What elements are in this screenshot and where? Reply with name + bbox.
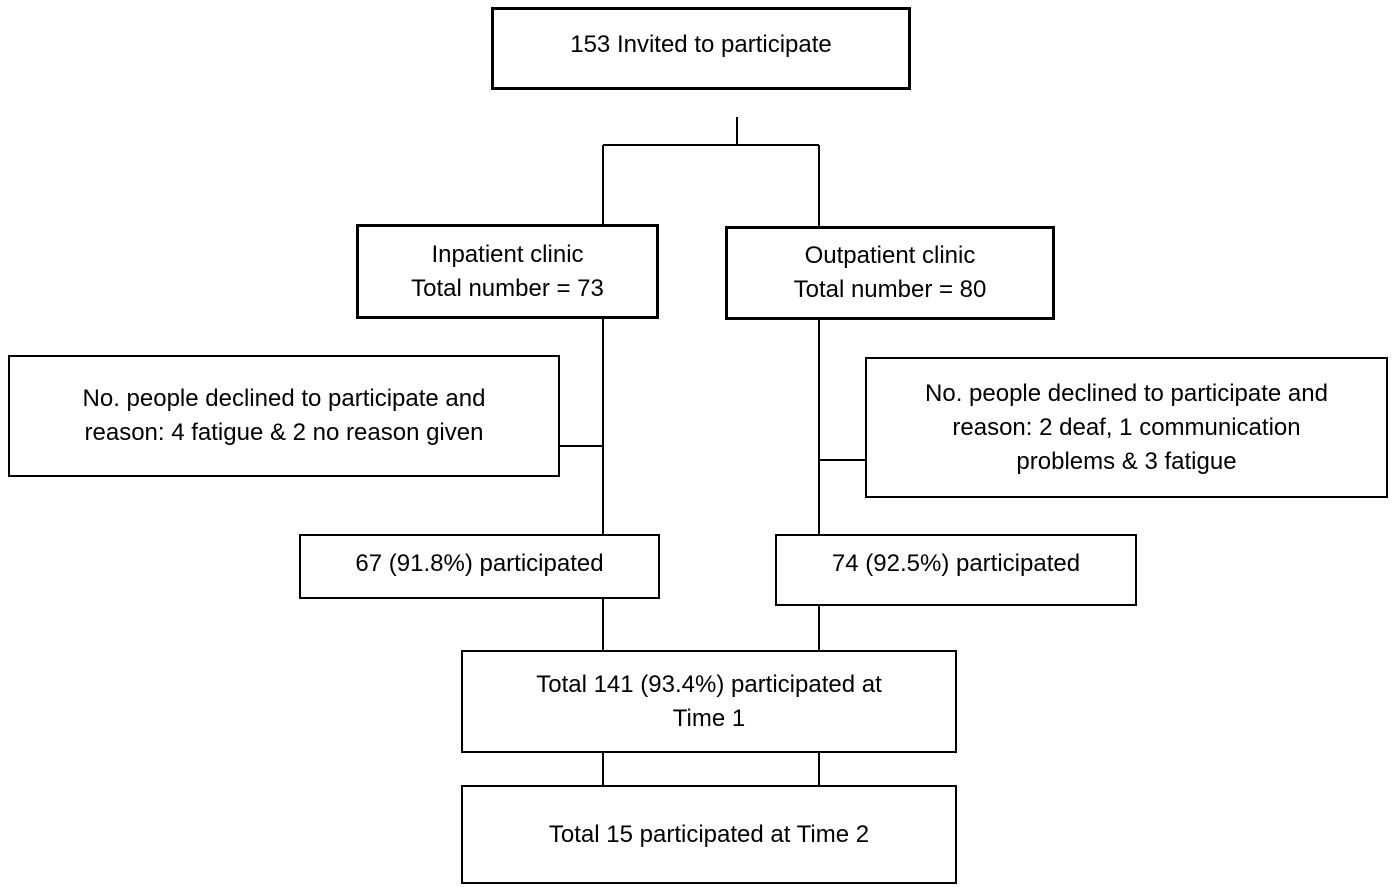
outpatient-participated-box: 74 (92.5%) participated [775, 534, 1137, 606]
invited-box: 153 Invited to participate [491, 7, 911, 90]
inpatient-participated-box: 67 (91.8%) participated [299, 534, 660, 599]
inpatient-participated-text: 67 (91.8%) participated [355, 550, 604, 577]
inpatient-clinic-box: Inpatient clinic Total number = 73 [356, 224, 659, 319]
inpatient-declined-text: No. people declined to participate and r… [82, 385, 486, 446]
outpatient-participated-text: 74 (92.5%) participated [831, 550, 1081, 577]
outpatient-clinic-text: Outpatient clinic Total number = 80 [793, 242, 987, 303]
outpatient-clinic-box: Outpatient clinic Total number = 80 [725, 226, 1055, 320]
time1-total-text: Total 141 (93.4%) participated at Time 1 [536, 670, 882, 732]
time2-total-text: Total 15 participated at Time 2 [548, 820, 870, 848]
outpatient-declined-text: No. people declined to participate and r… [925, 379, 1328, 475]
time2-total-box: Total 15 participated at Time 2 [461, 785, 957, 884]
outpatient-declined-box: No. people declined to participate and r… [865, 357, 1388, 498]
inpatient-declined-box: No. people declined to participate and r… [8, 355, 560, 477]
invited-text: 153 Invited to participate [570, 31, 832, 58]
inpatient-clinic-text: Inpatient clinic Total number = 73 [411, 240, 604, 302]
time1-total-box: Total 141 (93.4%) participated at Time 1 [461, 650, 957, 753]
